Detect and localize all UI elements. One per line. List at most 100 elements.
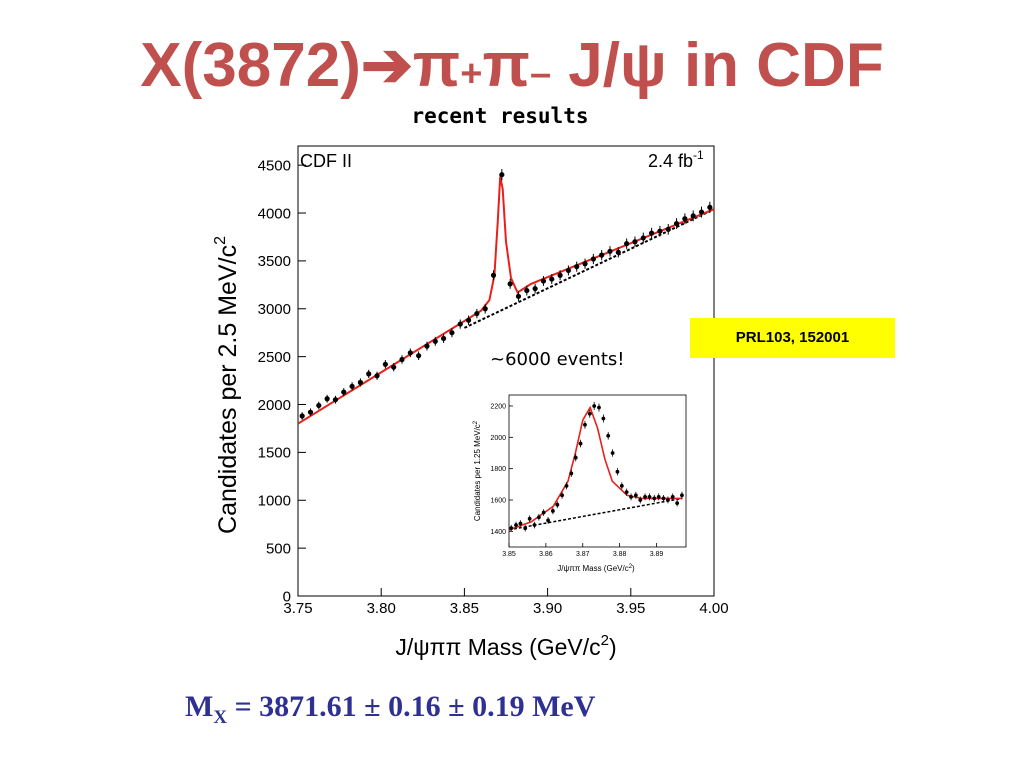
main-data-point <box>382 360 388 369</box>
main-corner-right: 2.4 fb-1 <box>648 148 704 171</box>
main-data-point <box>349 382 355 391</box>
inset-data-point <box>633 491 638 499</box>
main-data-point <box>524 285 530 296</box>
mass-result: MX = 3871.61 ± 0.16 ± 0.19 MeV <box>185 690 595 729</box>
inset-data-point <box>550 507 555 515</box>
inset-data-point <box>619 482 624 490</box>
main-data-point <box>632 236 638 247</box>
main-ytick-label: 500 <box>266 540 291 557</box>
main-data-point <box>590 253 596 265</box>
main-data-point <box>707 201 713 213</box>
main-ytick-label: 2000 <box>258 397 291 414</box>
main-data-point <box>665 223 671 235</box>
main-xtick-label: 3.80 <box>367 600 396 617</box>
inset-data-point <box>666 496 670 504</box>
main-ytick-label: 3500 <box>258 253 291 270</box>
main-data-point <box>374 371 380 380</box>
inset-data-point <box>587 409 592 418</box>
main-data-point <box>407 348 413 358</box>
main-y-axis-label: Candidates per 2.5 MeV/c2 <box>212 236 242 534</box>
inset-ytick-label: 2200 <box>490 403 506 410</box>
inset-data-point <box>592 401 597 411</box>
main-data-point <box>324 394 330 403</box>
title-mid: J/ <box>551 31 621 100</box>
main-data-point <box>432 336 438 346</box>
main-data-point <box>607 246 613 257</box>
main-data-point <box>499 169 505 181</box>
main-data-point <box>357 378 363 387</box>
title-pi-plus: π <box>412 31 461 100</box>
main-ytick-label: 0 <box>283 588 291 605</box>
main-plot-frame <box>297 145 715 597</box>
slide-subtitle: recent results <box>411 104 589 128</box>
inset-data-point <box>606 431 611 440</box>
slide-title: X(3872)➔π+π– J/ψ in CDF <box>0 28 1024 104</box>
main-ytick-label: 1000 <box>258 493 291 510</box>
main-data-point <box>649 227 655 239</box>
main-ytick-label: 4000 <box>258 205 291 222</box>
main-data-point <box>698 206 705 218</box>
inset-data-point <box>643 493 647 501</box>
inset-data-point <box>601 414 606 423</box>
inset-xtick-label: 3.87 <box>576 551 590 558</box>
inset-plot-frame <box>508 394 687 548</box>
main-corner-left: CDF II <box>300 151 352 171</box>
inset-data-point <box>569 469 574 477</box>
main-data-point <box>615 247 621 258</box>
inset-xtick-label: 3.85 <box>502 551 516 558</box>
inset-xtick-label: 3.89 <box>650 551 664 558</box>
inset-data-point <box>680 491 684 499</box>
inset-data-point <box>652 494 657 502</box>
main-data-point <box>457 319 463 329</box>
main-data-point <box>582 258 588 269</box>
inset-xtick-label: 3.88 <box>613 551 627 558</box>
inset-data-point <box>629 493 633 501</box>
main-xtick-label: 3.85 <box>450 600 479 617</box>
main-data-point <box>673 218 680 229</box>
inset-data-point <box>555 501 560 509</box>
inset-xtick-label: 3.86 <box>539 551 553 558</box>
inset-x-axis-label: J/ψππ Mass (GeV/c2) <box>557 564 635 573</box>
main-ytick-label: 2500 <box>258 349 291 366</box>
events-annotation: ~6000 events! <box>490 349 625 370</box>
inset-ytick-label: 1800 <box>490 466 506 473</box>
main-data-point <box>682 213 688 225</box>
inset-data-point <box>527 515 532 523</box>
inset-data-point <box>536 513 541 521</box>
title-pi-minus: π <box>482 31 530 100</box>
main-data-point <box>599 250 605 261</box>
main-data-point <box>307 408 314 416</box>
main-data-point <box>391 362 397 372</box>
mass-symbol: M <box>185 690 214 723</box>
inset-data-point <box>532 521 537 529</box>
reference-badge: PRL103, 152001 <box>690 318 895 358</box>
mass-value: = 3871.61 ± 0.16 ± 0.19 MeV <box>227 690 596 723</box>
inset-data-point <box>610 449 615 457</box>
main-data-point <box>449 328 455 338</box>
main-data-point <box>416 351 422 360</box>
main-data-point <box>299 412 305 420</box>
main-data-point <box>657 225 663 237</box>
main-ytick-label: 4500 <box>258 157 291 174</box>
inset-data-point <box>661 494 666 502</box>
title-prefix: X(3872) <box>140 31 361 100</box>
main-data-point <box>574 261 580 272</box>
inset-data-point <box>647 493 652 501</box>
title-plus: + <box>460 53 483 95</box>
inset-y-axis-label: Candidates per 1.25 MeV/c2 <box>473 420 482 521</box>
inset-data-point <box>578 439 583 448</box>
title-arrow-icon: ➔ <box>360 31 413 100</box>
title-psi: ψ <box>620 31 667 100</box>
main-data-point <box>482 304 488 314</box>
main-data-point <box>424 341 430 351</box>
inset-data-point <box>638 496 643 504</box>
main-fit-line <box>297 176 715 425</box>
main-data-point <box>557 270 563 281</box>
inset-data-point <box>597 403 601 412</box>
main-data-point <box>549 274 555 285</box>
inset-data-point <box>514 521 518 529</box>
main-x-axis-label: J/ψππ Mass (GeV/c2) <box>395 632 616 660</box>
main-data-point <box>366 369 372 379</box>
inset-ytick-label: 1400 <box>490 529 506 536</box>
main-xtick-label: 3.75 <box>283 600 312 617</box>
